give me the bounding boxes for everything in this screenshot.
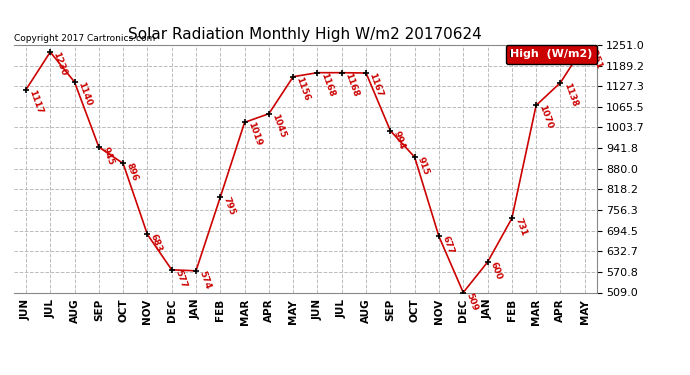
Text: 1167: 1167 [368,72,384,98]
Text: 1070: 1070 [538,104,555,130]
Text: Copyright 2017 Cartronics.com: Copyright 2017 Cartronics.com [14,33,155,42]
Text: 994: 994 [392,129,406,150]
Text: 1117: 1117 [28,88,44,115]
Text: 677: 677 [440,235,455,256]
Text: 795: 795 [221,196,237,217]
Text: 1138: 1138 [562,81,579,108]
Text: 577: 577 [173,268,188,290]
Text: 1168: 1168 [343,71,360,98]
Legend: High  (W/m2): High (W/m2) [506,45,597,64]
Text: 1019: 1019 [246,121,263,148]
Text: 1140: 1140 [76,81,93,107]
Text: 1045: 1045 [270,112,287,139]
Text: 731: 731 [513,217,528,238]
Text: 600: 600 [489,261,504,281]
Text: 574: 574 [197,269,213,290]
Text: 896: 896 [124,162,139,183]
Text: 1168: 1168 [319,71,336,98]
Text: 509: 509 [464,291,480,312]
Text: 1251: 1251 [586,44,603,70]
Text: 683: 683 [149,233,164,254]
Text: 1156: 1156 [295,75,312,102]
Text: 945: 945 [100,146,115,166]
Text: 1230: 1230 [52,51,68,77]
Text: 915: 915 [416,156,431,177]
Title: Solar Radiation Monthly High W/m2 20170624: Solar Radiation Monthly High W/m2 201706… [128,27,482,42]
